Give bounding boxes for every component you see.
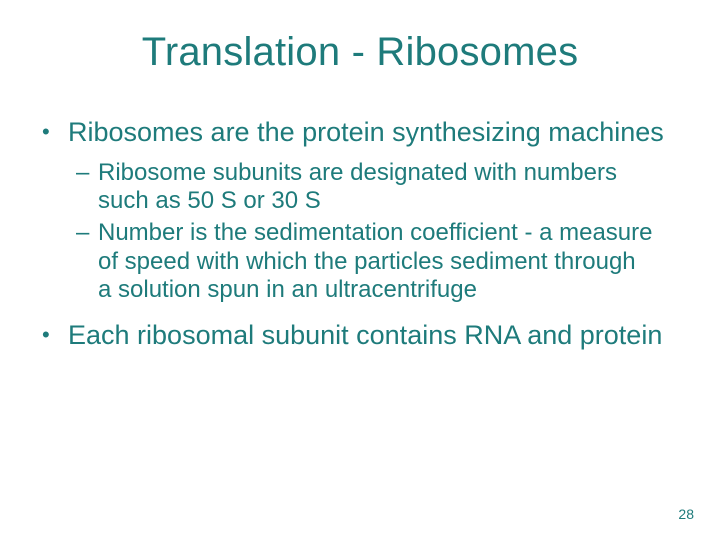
bullet-marker: • [42,117,68,149]
bullet-marker: • [42,320,68,352]
slide-title: Translation - Ribosomes [36,30,684,75]
bullet-item: • Ribosomes are the protein synthesizing… [42,117,684,149]
sub-bullet-marker: – [76,159,98,216]
bullet-text: Each ribosomal subunit contains RNA and … [68,320,684,352]
bullet-list: • Ribosomes are the protein synthesizing… [36,117,684,352]
sub-bullet-list: – Ribosome subunits are designated with … [36,159,684,305]
bullet-item: • Each ribosomal subunit contains RNA an… [42,320,684,352]
sub-bullet-text: Number is the sedimentation coefficient … [98,219,684,304]
sub-bullet-item: – Number is the sedimentation coefficien… [76,219,684,304]
sub-bullet-item: – Ribosome subunits are designated with … [76,159,684,216]
page-number: 28 [678,506,694,522]
sub-bullet-marker: – [76,219,98,304]
sub-bullet-text: Ribosome subunits are designated with nu… [98,159,684,216]
bullet-text: Ribosomes are the protein synthesizing m… [68,117,684,149]
